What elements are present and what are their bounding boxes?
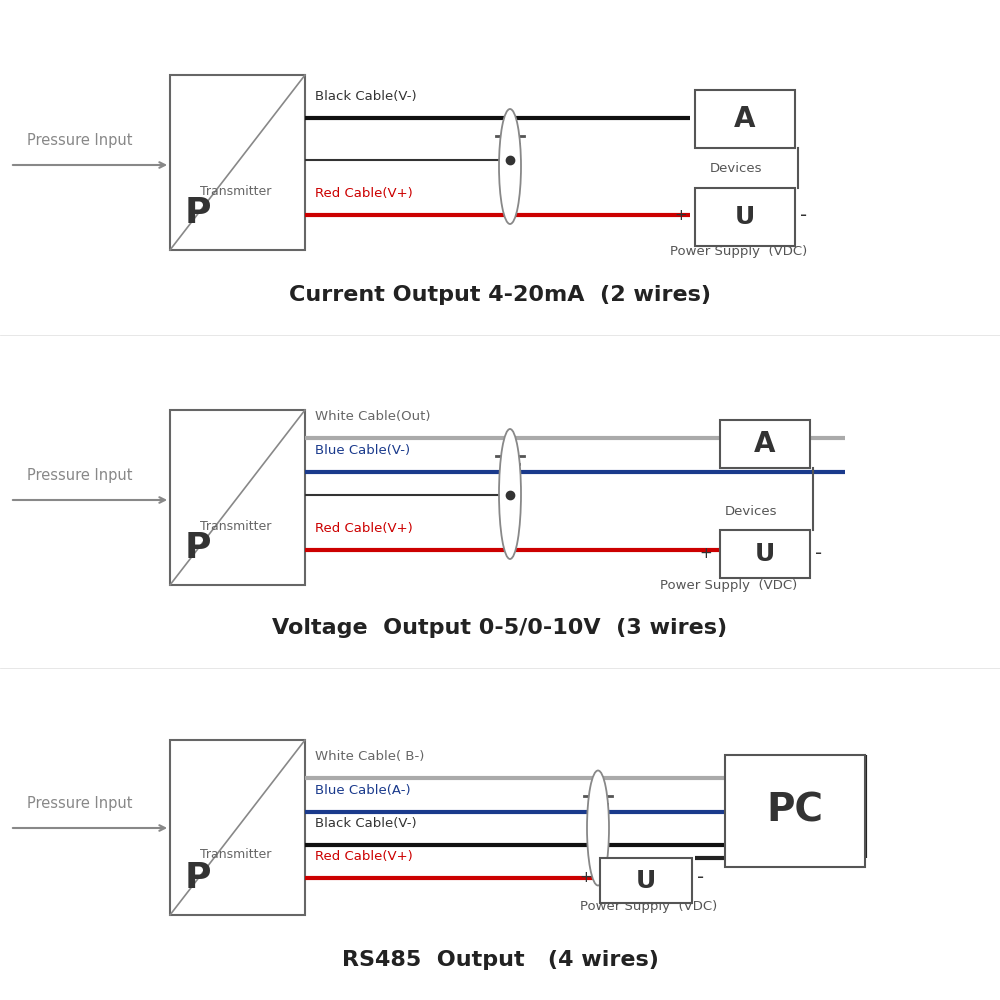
Text: P: P (185, 861, 212, 895)
Text: P: P (185, 196, 212, 230)
Ellipse shape (499, 109, 521, 224)
Text: +: + (579, 870, 592, 886)
Text: Blue Cable(A-): Blue Cable(A-) (315, 784, 411, 797)
Text: Pressure Input: Pressure Input (27, 468, 133, 483)
Bar (170, 410, 305, 585)
Text: A: A (754, 430, 776, 458)
Text: Devices: Devices (725, 505, 778, 518)
Text: -: - (697, 868, 704, 888)
Text: White Cable(Out): White Cable(Out) (315, 410, 430, 423)
Ellipse shape (587, 770, 609, 886)
Bar (695, 188, 795, 246)
Text: Transmitter: Transmitter (200, 185, 271, 198)
Bar (720, 530, 810, 578)
Ellipse shape (499, 429, 521, 559)
Text: RS485  Output   (4 wires): RS485 Output (4 wires) (342, 950, 658, 970)
Text: Power Supply  (VDC): Power Supply (VDC) (670, 245, 807, 258)
Text: U: U (636, 868, 656, 892)
Text: Black Cable(V-): Black Cable(V-) (315, 90, 417, 103)
Text: Current Output 4-20mA  (2 wires): Current Output 4-20mA (2 wires) (289, 285, 711, 305)
Text: A: A (734, 105, 756, 133)
Text: Black Cable(V-): Black Cable(V-) (315, 817, 417, 830)
Text: Pressure Input: Pressure Input (27, 796, 133, 811)
Bar (170, 740, 305, 915)
Text: Red Cable(V+): Red Cable(V+) (315, 850, 413, 863)
Bar (600, 858, 692, 903)
Text: Devices: Devices (710, 162, 763, 175)
Text: +: + (674, 208, 687, 223)
Text: P: P (185, 531, 212, 565)
Text: Transmitter: Transmitter (200, 848, 271, 861)
Text: Devices: Devices (730, 854, 782, 867)
Text: White Cable( B-): White Cable( B-) (315, 750, 424, 763)
Text: U: U (755, 542, 775, 566)
Text: Pressure Input: Pressure Input (27, 133, 133, 148)
Text: Blue Cable(V-): Blue Cable(V-) (315, 444, 410, 457)
Bar (695, 90, 795, 148)
Text: +: + (699, 546, 712, 560)
Text: Red Cable(V+): Red Cable(V+) (315, 522, 413, 535)
Text: Red Cable(V+): Red Cable(V+) (315, 187, 413, 200)
Text: Power Supply  (VDC): Power Supply (VDC) (580, 900, 717, 913)
Text: -: - (815, 544, 822, 562)
Text: Transmitter: Transmitter (200, 520, 271, 533)
Text: -: - (800, 206, 807, 225)
Text: PC: PC (767, 792, 824, 830)
Text: U: U (735, 205, 755, 229)
Bar (720, 420, 810, 468)
Bar (725, 755, 865, 867)
Text: Voltage  Output 0-5/0-10V  (3 wires): Voltage Output 0-5/0-10V (3 wires) (272, 618, 728, 638)
Text: Power Supply  (VDC): Power Supply (VDC) (660, 579, 797, 592)
Bar (170, 75, 305, 250)
